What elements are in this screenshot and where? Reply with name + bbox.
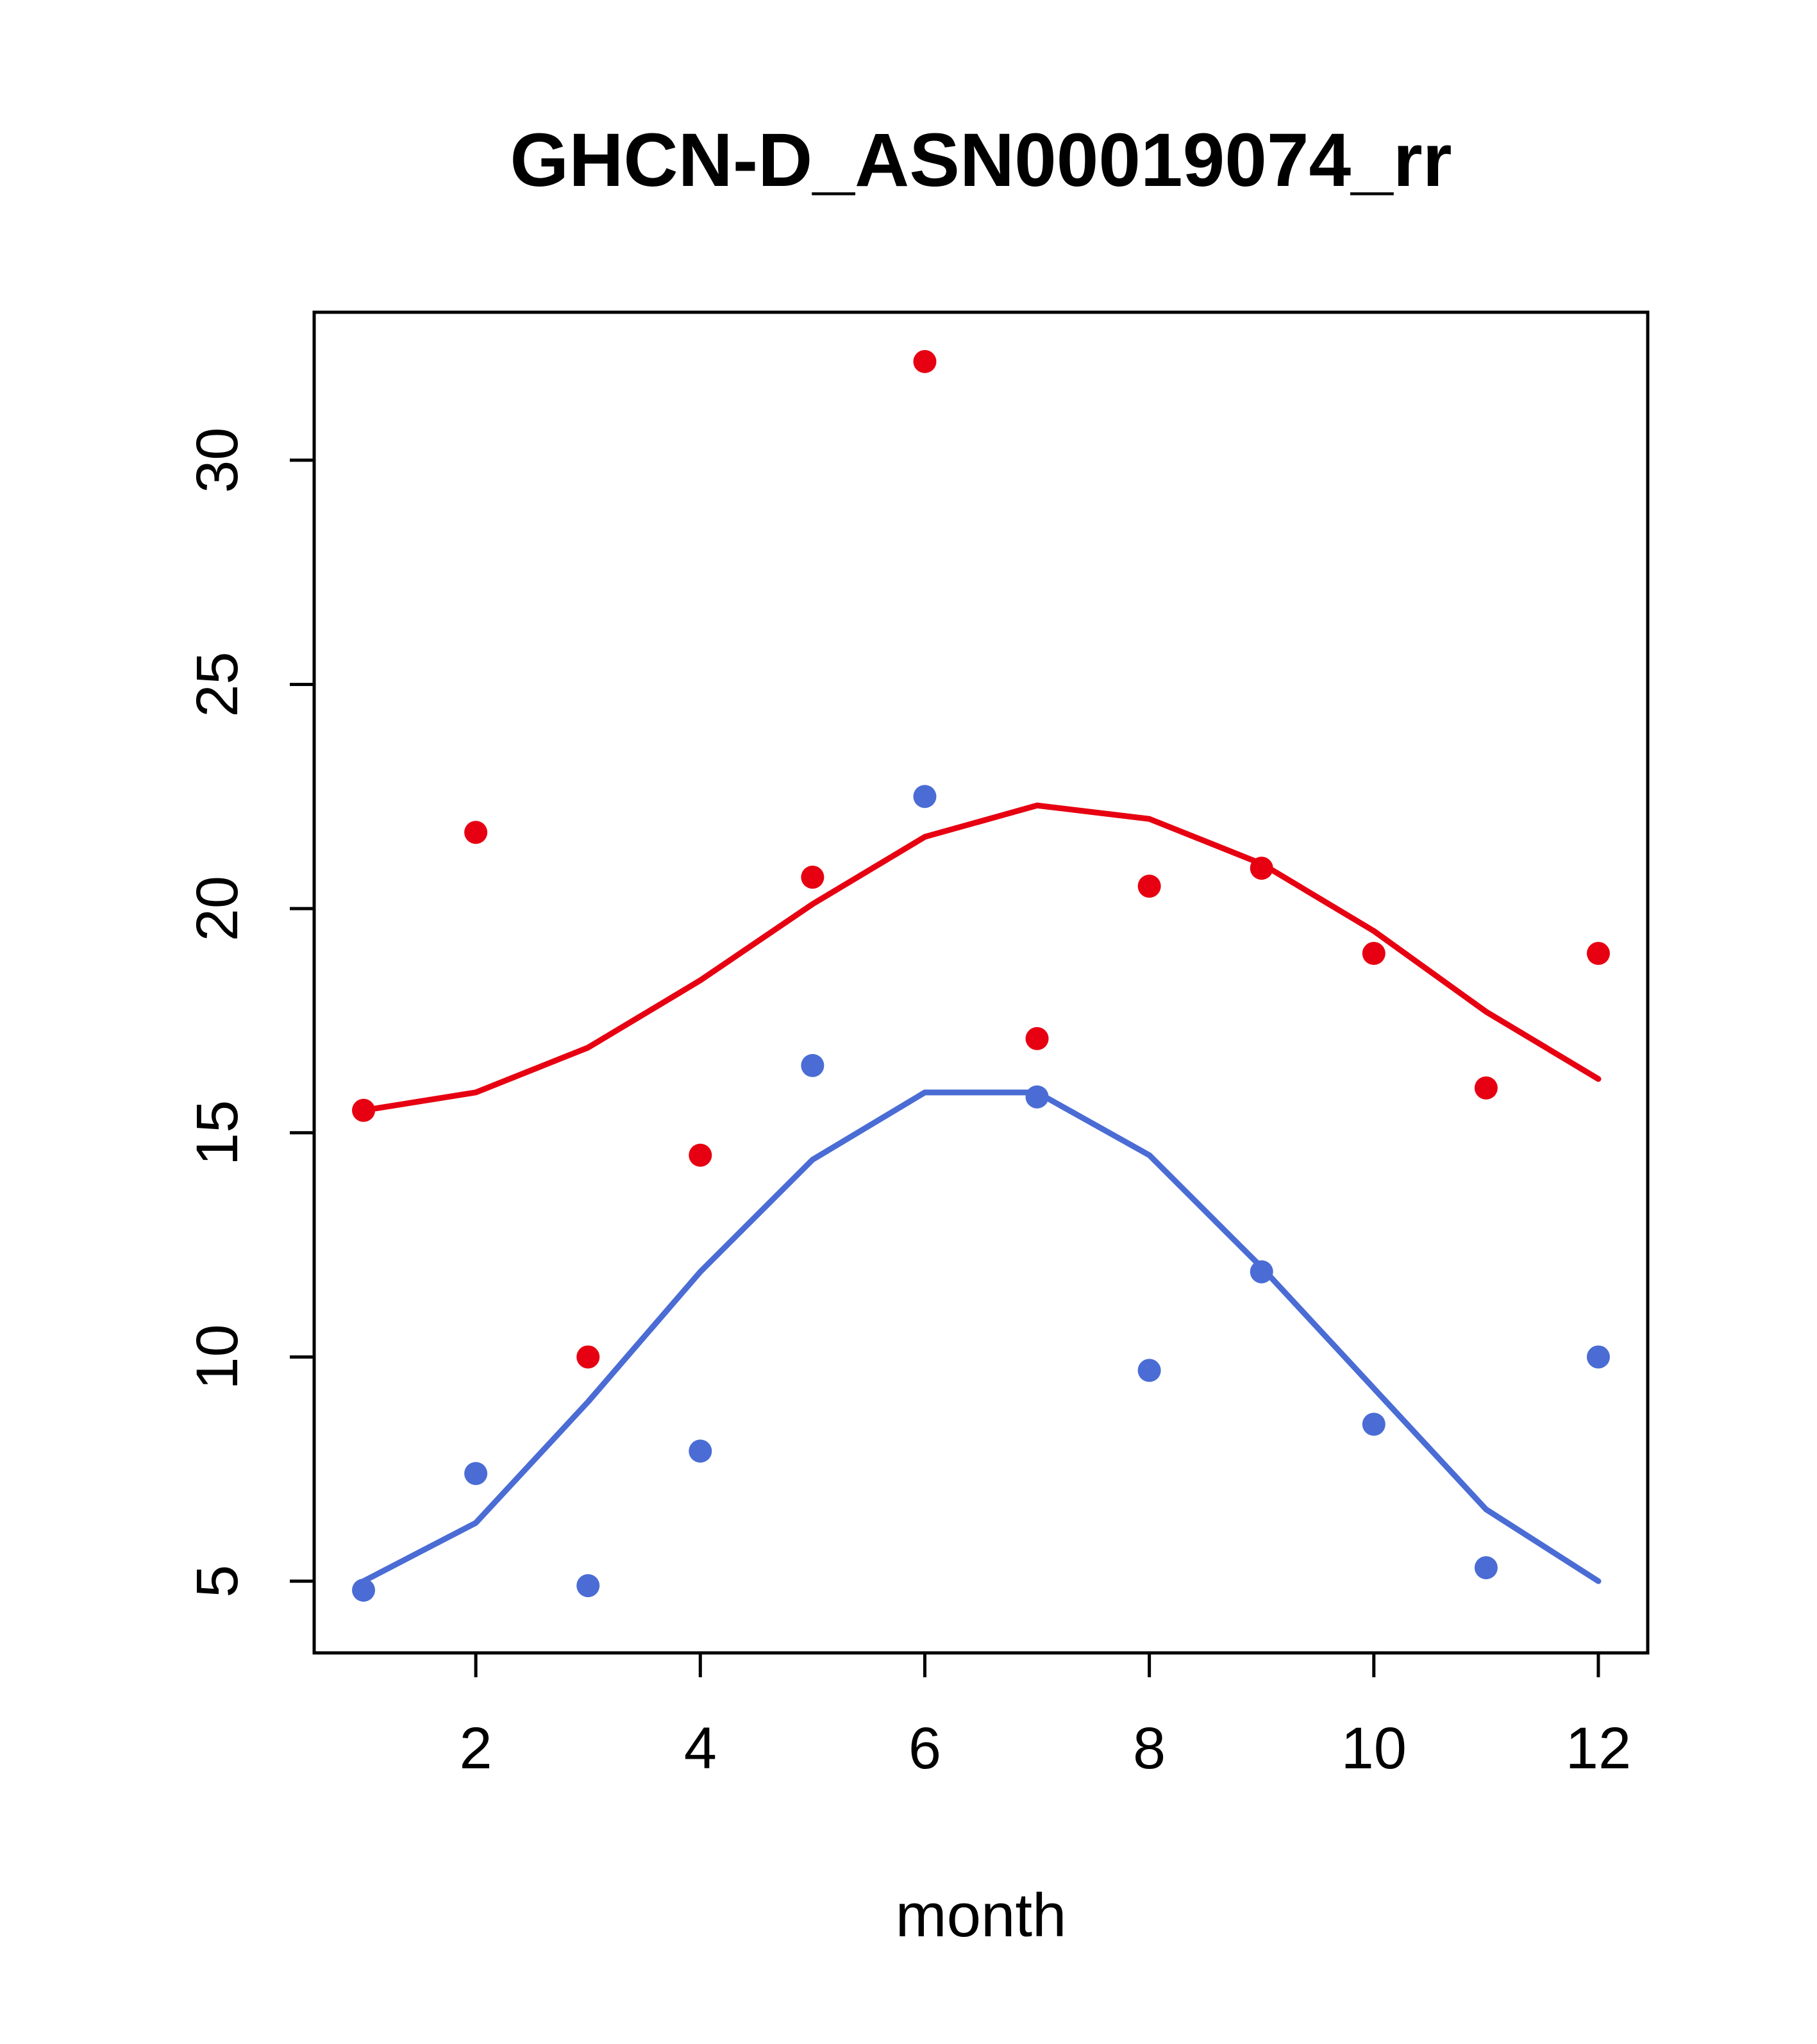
x-tick-label: 2 bbox=[460, 1716, 492, 1781]
red-scatter-point bbox=[1025, 1026, 1049, 1050]
blue-scatter-point bbox=[1137, 1359, 1161, 1382]
red-scatter-point bbox=[689, 1143, 712, 1167]
x-tick-label: 6 bbox=[908, 1716, 941, 1781]
red-scatter-point bbox=[1586, 942, 1610, 966]
x-tick-label: 10 bbox=[1341, 1716, 1407, 1781]
red-scatter-point bbox=[801, 866, 825, 889]
red-scatter-point bbox=[576, 1345, 600, 1369]
plot-border bbox=[312, 310, 1650, 1655]
x-tick-label: 4 bbox=[684, 1716, 717, 1781]
blue-scatter-point bbox=[1586, 1345, 1610, 1369]
blue-scatter-point bbox=[576, 1574, 600, 1598]
red-scatter-point bbox=[1474, 1076, 1498, 1100]
plot-area: 2 4 6 8 10 12 5 10 15 20 25 30 bbox=[185, 310, 1650, 1781]
red-smooth-line bbox=[360, 802, 1602, 1114]
blue-scatter-point bbox=[1362, 1412, 1386, 1436]
red-scatter-point bbox=[1137, 875, 1161, 898]
y-tick-label: 25 bbox=[185, 651, 250, 717]
y-tick-label: 20 bbox=[185, 876, 250, 941]
y-tick-label: 10 bbox=[185, 1324, 250, 1389]
blue-scatter-point bbox=[801, 1053, 825, 1077]
blue-scatter-point bbox=[689, 1439, 712, 1463]
blue-scatter-point bbox=[352, 1579, 376, 1602]
x-tick-label: 8 bbox=[1133, 1716, 1166, 1781]
x-tick-label: 12 bbox=[1566, 1716, 1631, 1781]
red-scatter-point bbox=[913, 349, 937, 373]
y-tick-label: 30 bbox=[185, 428, 250, 493]
blue-scatter-point bbox=[464, 1462, 488, 1486]
red-scatter-point bbox=[464, 821, 488, 844]
blue-smooth-line bbox=[360, 1089, 1602, 1584]
chart-title: GHCN-D_ASN00019074_rr bbox=[510, 118, 1452, 203]
x-axis-label: month bbox=[896, 1881, 1067, 1950]
y-tick-label: 15 bbox=[185, 1100, 250, 1166]
y-tick-label: 5 bbox=[185, 1565, 250, 1598]
blue-scatter-point bbox=[913, 785, 937, 808]
blue-scatter-point bbox=[1474, 1556, 1498, 1580]
red-scatter-point bbox=[1362, 942, 1386, 966]
